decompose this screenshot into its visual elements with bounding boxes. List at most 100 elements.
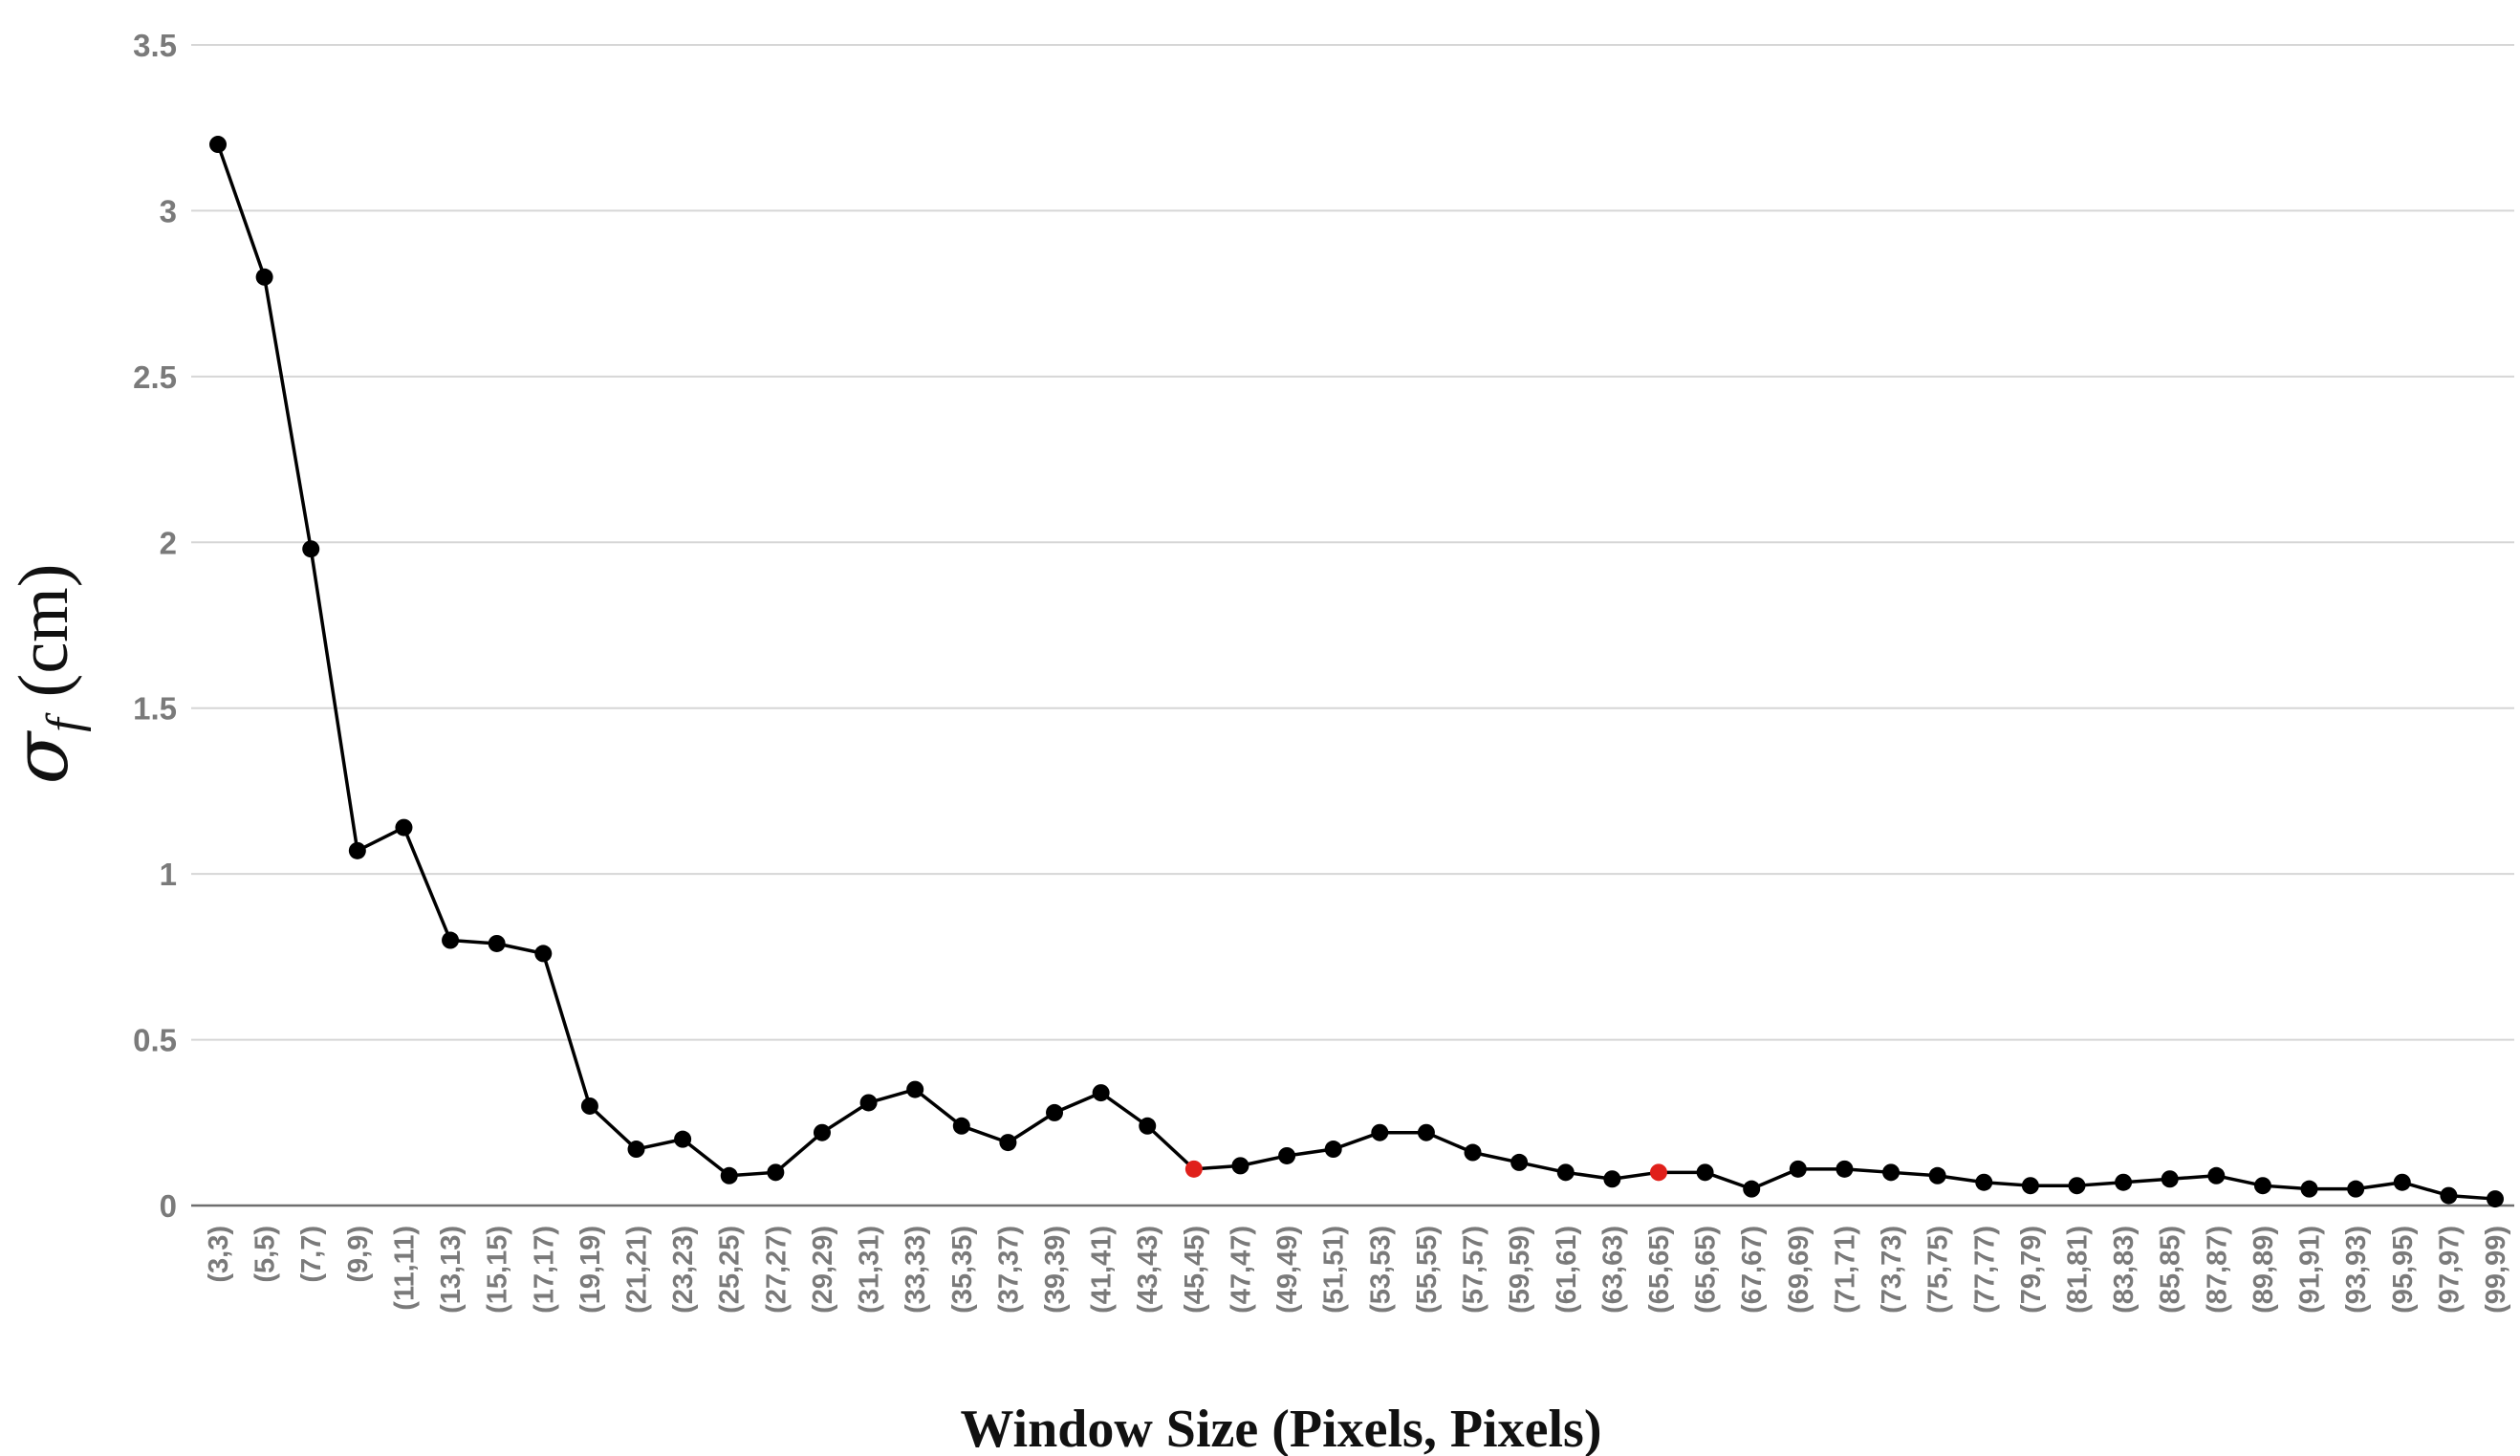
- series-layer: [209, 136, 2504, 1208]
- x-tick-label: (85,85): [2156, 1226, 2186, 1314]
- x-tick-label: (73,73): [1877, 1226, 1907, 1314]
- x-tick-label: (3,3): [204, 1226, 234, 1283]
- x-tick-label: (83,83): [2109, 1226, 2140, 1314]
- data-point: [1975, 1173, 1993, 1191]
- x-tick-label: (89,89): [2248, 1226, 2279, 1314]
- x-tick-label: (21,21): [622, 1226, 653, 1314]
- y-tick-label: 3.5: [133, 28, 177, 63]
- x-tick-label: (97,97): [2434, 1226, 2465, 1314]
- data-point: [1928, 1166, 1946, 1184]
- data-point: [302, 540, 320, 558]
- data-point: [2440, 1186, 2458, 1205]
- x-tick-label: (15,15): [483, 1226, 513, 1314]
- x-tick-label: (49,49): [1272, 1226, 1303, 1314]
- x-tick-label: (65,65): [1691, 1226, 1722, 1314]
- highlighted-data-point: [1649, 1163, 1667, 1182]
- x-tick-label: (69,69): [1784, 1226, 1814, 1314]
- x-tick-label: (79,79): [2016, 1226, 2047, 1314]
- y-axis-label-symbol: σ: [0, 729, 85, 784]
- x-tick-label: (17,17): [529, 1226, 559, 1314]
- data-point: [1231, 1157, 1249, 1175]
- data-point: [580, 1097, 598, 1115]
- data-point: [1743, 1180, 1761, 1198]
- y-tick-label: 3: [160, 193, 177, 228]
- data-point: [2300, 1180, 2318, 1198]
- data-point: [348, 841, 366, 859]
- data-point: [1417, 1123, 1435, 1141]
- x-tick-label: (71,71): [1830, 1226, 1860, 1314]
- data-point: [1696, 1163, 1714, 1182]
- x-tick-label: (57,57): [1459, 1226, 1489, 1314]
- x-tick-label: (43,43): [1133, 1226, 1163, 1314]
- x-tick-label: (55,55): [1412, 1226, 1443, 1314]
- x-tick-label: (91,91): [2295, 1226, 2326, 1314]
- grid-lines: [191, 44, 2514, 1207]
- data-point: [813, 1123, 831, 1141]
- y-axis-label-subscript: f: [37, 712, 92, 732]
- data-point: [859, 1094, 878, 1112]
- x-tick-labels: (3,3) (5,5) (7,7) (9,9) (11,11) (13,13) (15,15…: [204, 1226, 2511, 1314]
- x-tick-label: (11,11): [389, 1226, 420, 1311]
- y-tick-label: 0.5: [133, 1023, 177, 1058]
- x-axis-label: Window Size (Pixels, Pixels): [961, 1400, 1602, 1456]
- y-tick-label: 1.5: [133, 691, 177, 727]
- data-point: [1882, 1163, 1901, 1182]
- x-tick-label: (81,81): [2062, 1226, 2093, 1314]
- data-point: [674, 1130, 692, 1148]
- highlighted-data-point: [1184, 1160, 1203, 1178]
- data-point: [627, 1141, 645, 1159]
- x-tick-label: (45,45): [1180, 1226, 1210, 1314]
- y-tick-labels: 0 0.5 1 1.5 2 2.5 3 3.5: [133, 28, 177, 1224]
- x-tick-label: (53,53): [1365, 1226, 1396, 1314]
- data-point: [255, 268, 273, 286]
- x-tick-label: (41,41): [1087, 1226, 1118, 1314]
- x-tick-label: (27,27): [761, 1226, 792, 1314]
- data-point: [2347, 1180, 2365, 1198]
- x-tick-label: (51,51): [1319, 1226, 1350, 1314]
- y-tick-label: 0: [160, 1188, 177, 1224]
- y-axis-label: σf (cm): [0, 564, 92, 785]
- x-tick-label: (25,25): [715, 1226, 746, 1314]
- x-tick-label: (19,19): [576, 1226, 606, 1314]
- x-tick-label: (31,31): [855, 1226, 885, 1314]
- data-point: [952, 1117, 970, 1135]
- data-point: [2068, 1177, 2086, 1195]
- x-tick-label: (47,47): [1226, 1226, 1256, 1314]
- x-tick-label: (93,93): [2341, 1226, 2372, 1314]
- data-point: [488, 934, 506, 952]
- data-point: [534, 945, 553, 963]
- data-point: [2487, 1190, 2504, 1208]
- data-point: [2021, 1177, 2039, 1195]
- x-tick-label: (75,75): [1923, 1226, 1954, 1314]
- x-tick-label: (23,23): [668, 1226, 699, 1314]
- data-point: [720, 1166, 738, 1184]
- data-point: [1092, 1084, 1110, 1102]
- data-point: [906, 1080, 924, 1098]
- data-point: [2161, 1170, 2179, 1188]
- y-tick-label: 1: [160, 857, 177, 892]
- data-point: [395, 818, 413, 837]
- x-tick-label: (99,99): [2481, 1226, 2511, 1314]
- svg-text:σf(cm): σf (cm): [0, 564, 92, 785]
- x-tick-label: (59,59): [1505, 1226, 1535, 1314]
- x-tick-label: (13,13): [436, 1226, 467, 1314]
- x-tick-label: (87,87): [2202, 1226, 2232, 1314]
- x-tick-label: (65,65): [1644, 1226, 1675, 1314]
- data-point: [2253, 1177, 2271, 1195]
- data-point: [1836, 1160, 1854, 1178]
- x-tick-label: (39,39): [1040, 1226, 1071, 1314]
- data-point: [999, 1134, 1017, 1152]
- x-tick-label: (63,63): [1597, 1226, 1628, 1314]
- data-point: [442, 931, 460, 949]
- y-tick-label: 2: [160, 525, 177, 560]
- data-point: [1464, 1143, 1482, 1162]
- data-point: [2207, 1166, 2226, 1184]
- data-point: [1046, 1103, 1064, 1121]
- data-point: [1278, 1146, 1296, 1164]
- x-tick-label: (33,33): [901, 1226, 931, 1314]
- x-tick-label: (9,9): [343, 1226, 374, 1283]
- x-tick-label: (29,29): [808, 1226, 838, 1314]
- x-tick-label: (37,37): [993, 1226, 1024, 1314]
- data-point: [1603, 1170, 1621, 1188]
